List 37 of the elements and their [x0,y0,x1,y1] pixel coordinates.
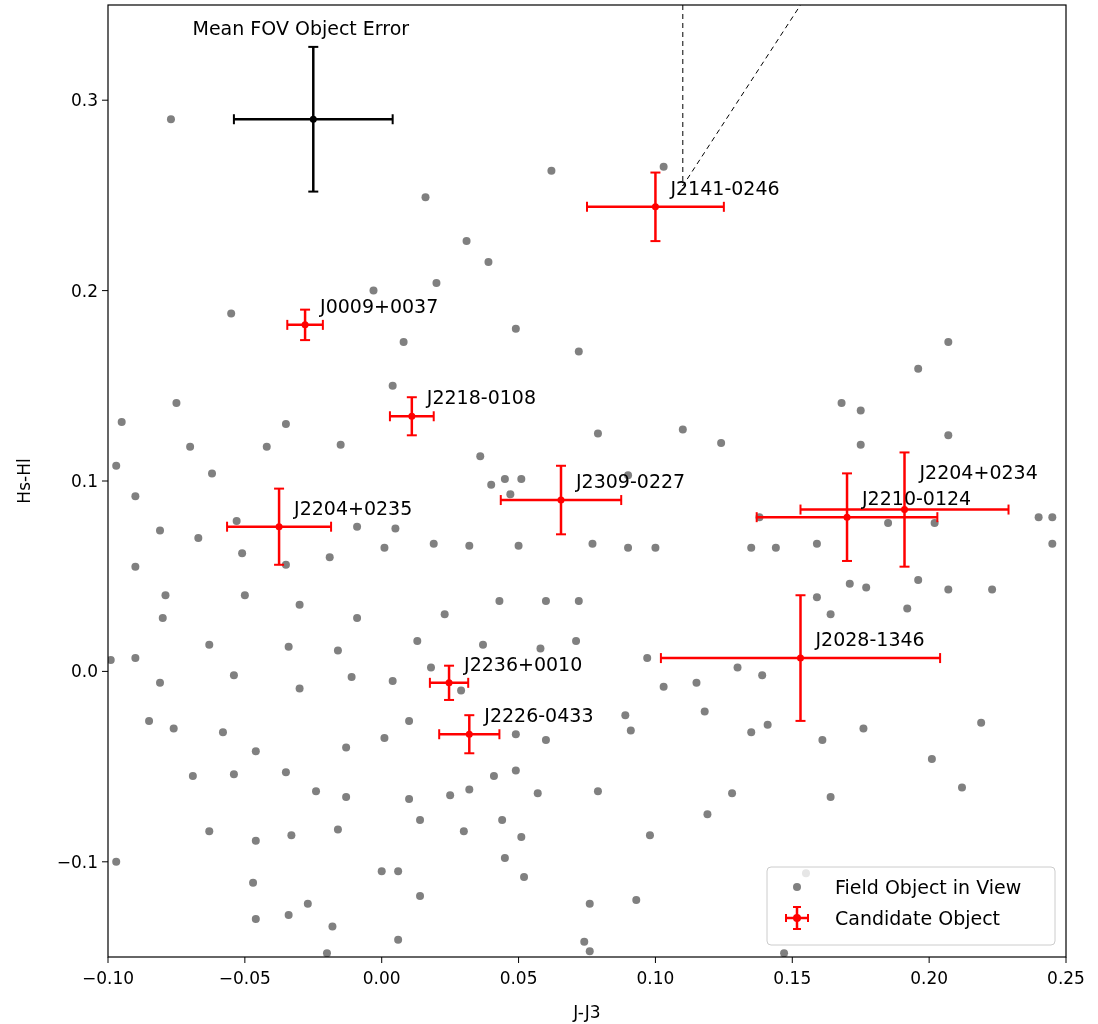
x-tick-label: −0.05 [218,968,271,988]
x-axis-title: J-J3 [572,1002,601,1022]
x-tick-label: −0.10 [81,968,135,988]
y-axis-title: Hs-Hl [14,458,34,504]
legend-label: Field Object in View [835,876,1022,898]
x-tick-label: 0.25 [1047,968,1085,988]
x-tick-label: 0.00 [362,968,401,988]
point [301,321,309,329]
y-tick-label: 0.1 [70,471,98,491]
y-tick-label: 0.0 [70,661,98,682]
x-tick-label: 0.20 [910,968,949,988]
point [465,730,473,738]
y-tick-label: −0.1 [56,851,98,872]
x-tick-label: 0.10 [636,968,675,988]
annotation: J2204+0234 [918,461,1038,484]
x-tick-label: 0.05 [499,968,538,988]
point [408,412,416,420]
point [797,654,804,662]
point [651,203,659,211]
annotation: J2204+0235 [293,496,413,519]
annotation: J2218-0108 [425,386,536,409]
x-tick-label: 0.15 [773,968,812,988]
annotation: J2236+0010 [463,652,583,675]
annotation: Mean FOV Object Error [192,16,410,39]
annotation: J0009+0037 [319,294,439,317]
point [275,523,283,531]
annotation: J2028-1346 [814,628,925,651]
y-tick-label: 0.2 [70,280,98,301]
legend-label: Candidate Object [835,907,1001,929]
point [309,115,317,123]
annotation: J2141-0246 [669,176,780,199]
annotation: J2226-0433 [483,704,594,727]
point [843,513,851,521]
point [445,679,453,687]
point [557,496,565,504]
y-tick-label: 0.3 [70,90,98,111]
annotation: J2309-0227 [575,470,686,493]
